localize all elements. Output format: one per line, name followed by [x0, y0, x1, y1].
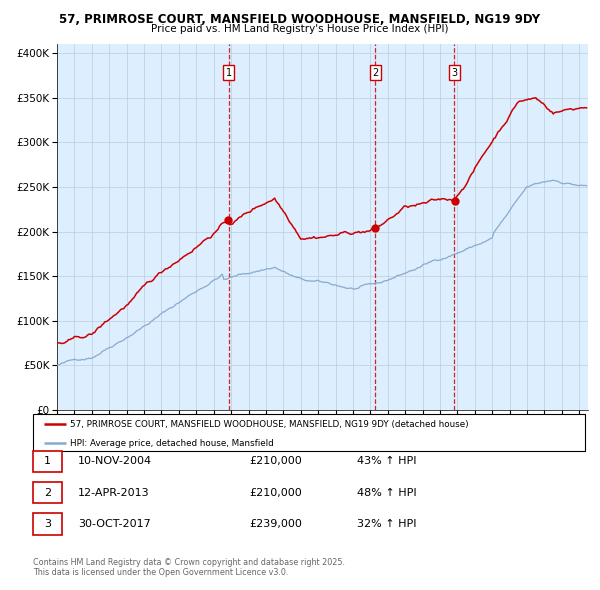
Text: 1: 1 [226, 68, 232, 78]
Text: 10-NOV-2004: 10-NOV-2004 [78, 457, 152, 466]
Text: Price paid vs. HM Land Registry's House Price Index (HPI): Price paid vs. HM Land Registry's House … [151, 24, 449, 34]
Text: 43% ↑ HPI: 43% ↑ HPI [357, 457, 416, 466]
Text: £210,000: £210,000 [249, 457, 302, 466]
Text: 57, PRIMROSE COURT, MANSFIELD WOODHOUSE, MANSFIELD, NG19 9DY (detached house): 57, PRIMROSE COURT, MANSFIELD WOODHOUSE,… [70, 419, 469, 429]
Text: 2: 2 [372, 68, 379, 78]
Text: 30-OCT-2017: 30-OCT-2017 [78, 519, 151, 529]
Text: 3: 3 [451, 68, 458, 78]
Text: 32% ↑ HPI: 32% ↑ HPI [357, 519, 416, 529]
Text: Contains HM Land Registry data © Crown copyright and database right 2025.
This d: Contains HM Land Registry data © Crown c… [33, 558, 345, 577]
Text: £210,000: £210,000 [249, 488, 302, 497]
Text: 1: 1 [44, 457, 51, 466]
Text: 3: 3 [44, 519, 51, 529]
Text: HPI: Average price, detached house, Mansfield: HPI: Average price, detached house, Mans… [70, 438, 274, 448]
Text: £239,000: £239,000 [249, 519, 302, 529]
Text: 12-APR-2013: 12-APR-2013 [78, 488, 149, 497]
Text: 48% ↑ HPI: 48% ↑ HPI [357, 488, 416, 497]
Text: 57, PRIMROSE COURT, MANSFIELD WOODHOUSE, MANSFIELD, NG19 9DY: 57, PRIMROSE COURT, MANSFIELD WOODHOUSE,… [59, 13, 541, 26]
Text: 2: 2 [44, 488, 51, 497]
